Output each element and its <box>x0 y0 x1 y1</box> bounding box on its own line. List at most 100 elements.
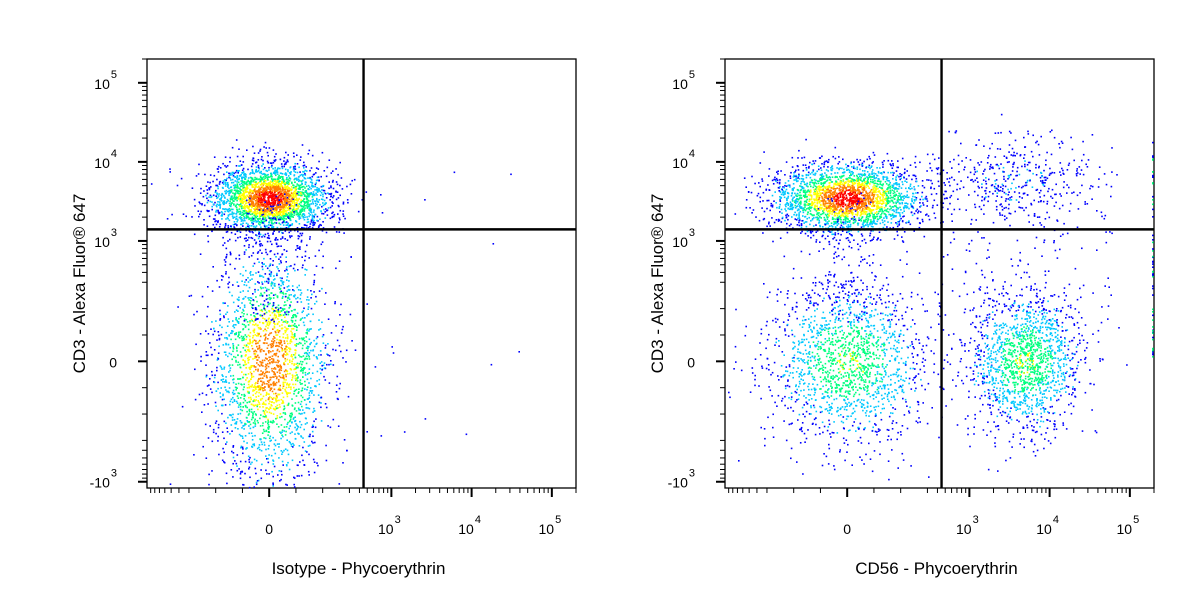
event-dot <box>252 422 255 424</box>
event-dot <box>245 363 248 366</box>
event-dot <box>269 298 271 301</box>
event-dot <box>258 385 260 387</box>
event-dot <box>270 273 273 275</box>
event-dot <box>299 232 302 235</box>
event-dot <box>201 203 203 206</box>
event-dot <box>243 344 246 347</box>
event-dot <box>265 416 268 419</box>
event-dot <box>289 432 292 435</box>
event-dot <box>272 233 274 235</box>
event-dot <box>257 347 259 350</box>
event-dot <box>279 206 281 208</box>
event-dot <box>294 168 297 170</box>
event-dot <box>268 437 271 440</box>
event-dot <box>249 338 251 341</box>
event-dot <box>264 413 266 416</box>
event-dot <box>262 389 264 392</box>
event-dot <box>271 355 274 357</box>
event-dot <box>342 213 344 215</box>
event-dot <box>267 303 270 306</box>
event-dot <box>233 326 236 329</box>
event-dot <box>332 196 334 199</box>
event-dot <box>306 451 308 453</box>
event-dot <box>248 256 250 258</box>
event-dot <box>262 365 264 367</box>
event-dot <box>287 187 289 190</box>
event-dot <box>308 177 311 180</box>
event-dot <box>276 181 278 184</box>
event-dot <box>275 209 277 211</box>
event-dot <box>226 165 229 167</box>
event-dot <box>242 401 245 404</box>
event-dot <box>272 371 275 373</box>
event-dot <box>302 376 304 378</box>
event-dot <box>263 146 265 148</box>
event-dot <box>295 423 297 425</box>
sparse-events <box>229 171 520 436</box>
event-dot <box>332 202 334 204</box>
event-dot <box>239 307 241 309</box>
event-dot <box>262 197 265 200</box>
event-dot <box>274 406 277 408</box>
event-dot <box>289 235 291 237</box>
event-dot <box>292 316 295 319</box>
event-dot <box>287 226 290 229</box>
event-dot <box>246 442 248 444</box>
event-dot <box>278 202 281 204</box>
event-dot <box>265 213 267 215</box>
event-dot <box>253 331 255 334</box>
event-dot <box>316 357 319 360</box>
event-dot <box>234 198 236 201</box>
event-dot <box>235 204 237 207</box>
event-dot <box>238 174 241 177</box>
event-dot <box>307 346 310 348</box>
event-dot <box>299 248 301 250</box>
event-dot <box>303 441 306 443</box>
event-dot <box>239 216 242 218</box>
event-dot <box>282 219 285 221</box>
event-dot <box>280 367 283 369</box>
event-dot <box>265 191 268 194</box>
event-dot <box>280 238 282 240</box>
event-dot <box>249 476 251 479</box>
event-dot <box>260 328 262 330</box>
event-dot <box>266 204 268 207</box>
event-dot <box>225 247 228 250</box>
event-dot <box>316 179 319 181</box>
event-dot <box>254 206 257 209</box>
event-dot <box>221 404 224 407</box>
event-dot <box>303 167 305 169</box>
event-dot <box>235 324 237 326</box>
event-dot <box>232 330 234 333</box>
event-dot <box>247 168 249 171</box>
event-dot <box>223 437 225 440</box>
event-dot <box>265 219 268 221</box>
event-dot <box>237 354 239 357</box>
event-dot <box>251 216 254 219</box>
event-dot <box>276 274 278 277</box>
event-dot <box>211 370 213 373</box>
event-dot <box>315 418 317 420</box>
event-dot <box>267 187 270 189</box>
event-dot <box>274 439 277 442</box>
event-dot <box>278 330 281 332</box>
event-dot <box>300 292 303 294</box>
event-dot <box>290 443 292 446</box>
event-dot <box>253 196 256 199</box>
event-dot <box>286 349 288 351</box>
event-dot <box>274 178 276 181</box>
event-dot <box>347 201 349 204</box>
event-dot <box>285 199 288 201</box>
event-dot <box>298 235 301 238</box>
event-dot <box>214 226 216 229</box>
event-dot <box>287 296 290 299</box>
event-dot <box>301 412 303 415</box>
event-dot <box>268 323 271 326</box>
event-dot <box>245 211 248 213</box>
event-dot <box>327 207 330 209</box>
event-dot <box>219 167 222 169</box>
event-dot <box>285 215 287 218</box>
event-dot <box>299 461 301 463</box>
event-dot <box>276 197 278 200</box>
event-dot <box>324 303 326 305</box>
